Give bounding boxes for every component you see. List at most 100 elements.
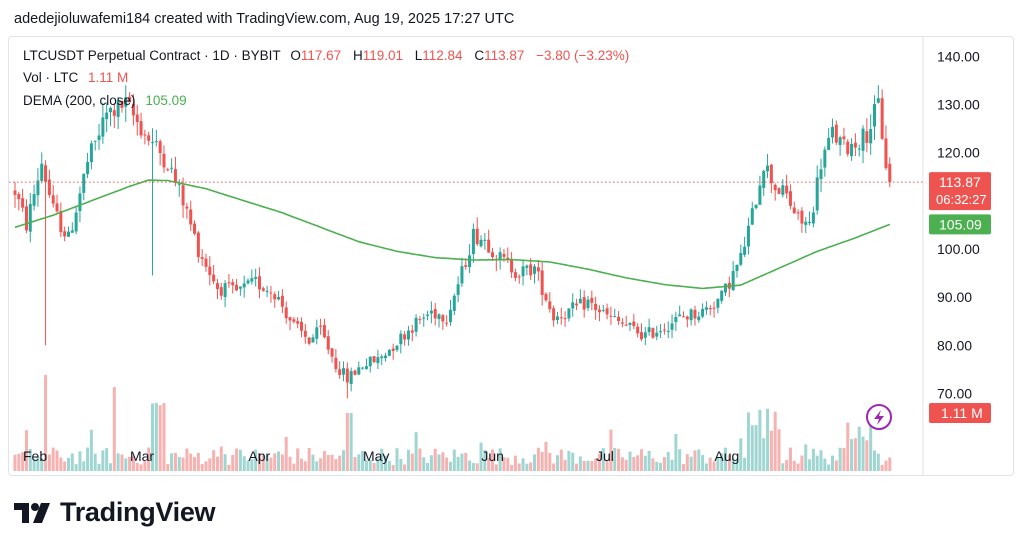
candle-body — [185, 206, 189, 209]
y-tick-label: 120.00 — [937, 145, 980, 161]
candle — [685, 315, 689, 328]
candle-body — [846, 141, 850, 155]
candle-body — [13, 190, 17, 195]
candle-body — [869, 129, 873, 144]
candle — [746, 217, 750, 255]
candle — [544, 292, 548, 302]
lightning-icon-bolt — [874, 410, 884, 425]
candle-body — [464, 265, 468, 267]
candle-body — [582, 297, 586, 310]
candle — [414, 314, 418, 337]
volume-bar — [540, 451, 544, 471]
candle — [32, 184, 36, 211]
candle — [215, 278, 219, 300]
candle — [277, 291, 281, 301]
volume-bar — [426, 462, 430, 471]
volume-bar — [32, 459, 36, 471]
volume-bar — [185, 448, 189, 471]
candle-body — [21, 198, 25, 208]
volume-bar — [170, 453, 174, 471]
volume-bar — [143, 461, 147, 471]
candle — [280, 289, 284, 314]
candle-body — [823, 149, 827, 168]
candle — [697, 311, 701, 323]
candle-body — [624, 324, 628, 326]
candle-body — [277, 296, 281, 300]
candle — [273, 291, 277, 308]
volume-bar — [880, 464, 884, 471]
candle — [357, 361, 361, 376]
candle — [552, 305, 556, 327]
x-tick-label: May — [363, 448, 389, 464]
candle-body — [533, 266, 537, 274]
candle — [101, 102, 105, 144]
volume-bar — [357, 454, 361, 471]
volume-bar — [231, 454, 235, 471]
candle-body — [643, 332, 647, 338]
chart-panel[interactable]: 140.00130.00120.00110.00100.0090.0080.00… — [8, 36, 1014, 476]
volume-bar — [151, 403, 155, 471]
candle — [66, 226, 70, 238]
volume-bar — [109, 463, 112, 471]
candle-body — [24, 206, 28, 231]
volume-bar — [361, 451, 365, 471]
volume-bar — [475, 463, 479, 471]
volume-bar — [422, 457, 426, 471]
candle — [269, 285, 273, 303]
volume-bar — [815, 455, 819, 471]
volume-bar — [521, 458, 525, 471]
candle-body — [739, 252, 743, 265]
volume-bar — [403, 464, 407, 471]
volume-bar — [246, 460, 250, 471]
candle-body — [620, 322, 624, 324]
volume-bar — [873, 450, 876, 471]
candle — [334, 349, 338, 373]
candle — [193, 220, 197, 236]
volume-bar — [758, 409, 762, 471]
candle — [838, 135, 842, 156]
volume-bar — [643, 455, 647, 471]
candle-body — [609, 315, 613, 317]
candle — [166, 167, 170, 172]
candle-body — [109, 107, 112, 113]
volume-bar — [846, 422, 850, 471]
candle — [670, 314, 674, 339]
candle-body — [303, 330, 307, 337]
candle-body — [265, 290, 269, 292]
candle-body — [74, 212, 78, 232]
volume-bar — [662, 457, 666, 471]
symbol-title[interactable]: LTCUSDT Perpetual Contract · 1D · BYBIT — [23, 48, 281, 63]
candle — [510, 252, 514, 278]
candle — [662, 323, 666, 335]
candle-body — [372, 356, 376, 363]
legend-dema[interactable]: DEMA (200, close) 105.09 — [23, 93, 193, 108]
tradingview-logo[interactable]: TradingView — [14, 497, 216, 528]
legend-volume[interactable]: Vol · LTC 1.11 M — [23, 70, 134, 85]
volume-bar — [460, 453, 464, 471]
candlestick-chart[interactable]: 140.00130.00120.00110.00100.0090.0080.00… — [9, 37, 1013, 475]
volume-bar — [842, 447, 846, 471]
volume-bar — [869, 409, 873, 471]
volume-bar — [704, 463, 708, 471]
candle — [17, 191, 21, 211]
candle-body — [670, 323, 674, 330]
candle-body — [529, 264, 533, 276]
candle-body — [433, 309, 437, 319]
candle — [724, 283, 728, 296]
candle-body — [246, 280, 250, 284]
candle — [364, 358, 368, 370]
candle-body — [254, 277, 258, 279]
candle-body — [181, 185, 185, 206]
candle-body — [391, 348, 395, 351]
candle-body — [196, 232, 200, 257]
candle — [704, 301, 708, 315]
candle — [376, 349, 380, 369]
candle — [361, 366, 365, 370]
candle — [13, 182, 17, 208]
candle-body — [273, 294, 277, 300]
candle-body — [36, 180, 40, 196]
candle-body — [231, 282, 235, 286]
candle-body — [548, 301, 552, 310]
candle — [223, 280, 227, 308]
candle-body — [563, 318, 567, 320]
